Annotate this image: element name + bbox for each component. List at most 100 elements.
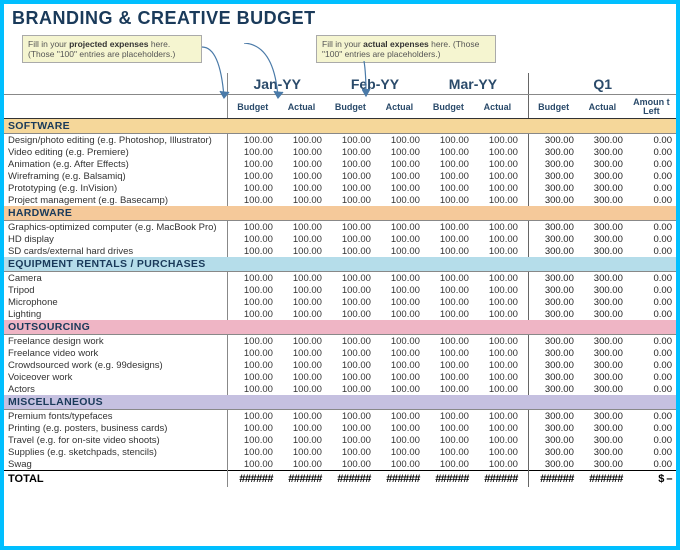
cell-budget[interactable]: 100.00 bbox=[326, 335, 375, 348]
cell-budget[interactable]: 100.00 bbox=[228, 422, 277, 434]
cell-budget[interactable]: 100.00 bbox=[326, 308, 375, 320]
cell-budget[interactable]: 100.00 bbox=[424, 158, 473, 170]
cell-budget[interactable]: 100.00 bbox=[326, 284, 375, 296]
cell-budget[interactable]: 100.00 bbox=[326, 434, 375, 446]
cell-budget[interactable]: 100.00 bbox=[228, 296, 277, 308]
cell-budget[interactable]: 100.00 bbox=[424, 434, 473, 446]
cell-budget[interactable]: 100.00 bbox=[424, 347, 473, 359]
cell-actual[interactable]: 100.00 bbox=[473, 458, 522, 471]
cell-actual[interactable]: 100.00 bbox=[277, 422, 326, 434]
cell-actual[interactable]: 100.00 bbox=[277, 347, 326, 359]
cell-actual[interactable]: 100.00 bbox=[375, 422, 424, 434]
cell-actual[interactable]: 100.00 bbox=[375, 359, 424, 371]
cell-actual[interactable]: 100.00 bbox=[375, 371, 424, 383]
cell-actual[interactable]: 100.00 bbox=[473, 245, 522, 257]
cell-actual[interactable]: 100.00 bbox=[277, 359, 326, 371]
cell-budget[interactable]: 100.00 bbox=[228, 170, 277, 182]
cell-budget[interactable]: 100.00 bbox=[326, 446, 375, 458]
cell-actual[interactable]: 100.00 bbox=[375, 296, 424, 308]
cell-actual[interactable]: 100.00 bbox=[473, 371, 522, 383]
cell-actual[interactable]: 100.00 bbox=[473, 284, 522, 296]
cell-actual[interactable]: 100.00 bbox=[277, 296, 326, 308]
cell-budget[interactable]: 100.00 bbox=[228, 272, 277, 285]
cell-budget[interactable]: 100.00 bbox=[228, 194, 277, 206]
cell-actual[interactable]: 100.00 bbox=[375, 182, 424, 194]
cell-actual[interactable]: 100.00 bbox=[375, 134, 424, 147]
cell-budget[interactable]: 100.00 bbox=[424, 146, 473, 158]
cell-budget[interactable]: 100.00 bbox=[228, 359, 277, 371]
cell-budget[interactable]: 100.00 bbox=[326, 296, 375, 308]
cell-budget[interactable]: 100.00 bbox=[424, 308, 473, 320]
cell-actual[interactable]: 100.00 bbox=[375, 383, 424, 395]
cell-budget[interactable]: 100.00 bbox=[228, 245, 277, 257]
cell-actual[interactable]: 100.00 bbox=[277, 335, 326, 348]
cell-budget[interactable]: 100.00 bbox=[326, 170, 375, 182]
cell-budget[interactable]: 100.00 bbox=[228, 182, 277, 194]
cell-actual[interactable]: 100.00 bbox=[375, 272, 424, 285]
cell-actual[interactable]: 100.00 bbox=[375, 446, 424, 458]
cell-actual[interactable]: 100.00 bbox=[375, 410, 424, 423]
cell-actual[interactable]: 100.00 bbox=[473, 359, 522, 371]
cell-actual[interactable]: 100.00 bbox=[375, 194, 424, 206]
cell-actual[interactable]: 100.00 bbox=[277, 146, 326, 158]
cell-actual[interactable]: 100.00 bbox=[277, 383, 326, 395]
cell-budget[interactable]: 100.00 bbox=[228, 158, 277, 170]
cell-actual[interactable]: 100.00 bbox=[375, 233, 424, 245]
cell-actual[interactable]: 100.00 bbox=[277, 170, 326, 182]
cell-actual[interactable]: 100.00 bbox=[277, 371, 326, 383]
cell-budget[interactable]: 100.00 bbox=[326, 194, 375, 206]
cell-budget[interactable]: 100.00 bbox=[424, 383, 473, 395]
cell-actual[interactable]: 100.00 bbox=[277, 233, 326, 245]
cell-actual[interactable]: 100.00 bbox=[375, 308, 424, 320]
cell-budget[interactable]: 100.00 bbox=[424, 194, 473, 206]
cell-budget[interactable]: 100.00 bbox=[424, 446, 473, 458]
cell-actual[interactable]: 100.00 bbox=[473, 194, 522, 206]
cell-actual[interactable]: 100.00 bbox=[473, 383, 522, 395]
cell-actual[interactable]: 100.00 bbox=[375, 458, 424, 471]
cell-actual[interactable]: 100.00 bbox=[473, 335, 522, 348]
cell-budget[interactable]: 100.00 bbox=[424, 221, 473, 234]
cell-actual[interactable]: 100.00 bbox=[375, 158, 424, 170]
cell-budget[interactable]: 100.00 bbox=[424, 134, 473, 147]
cell-budget[interactable]: 100.00 bbox=[228, 308, 277, 320]
cell-budget[interactable]: 100.00 bbox=[326, 146, 375, 158]
cell-actual[interactable]: 100.00 bbox=[473, 182, 522, 194]
cell-actual[interactable]: 100.00 bbox=[277, 245, 326, 257]
cell-budget[interactable]: 100.00 bbox=[326, 359, 375, 371]
cell-budget[interactable]: 100.00 bbox=[228, 335, 277, 348]
cell-budget[interactable]: 100.00 bbox=[228, 221, 277, 234]
cell-budget[interactable]: 100.00 bbox=[326, 182, 375, 194]
cell-actual[interactable]: 100.00 bbox=[473, 170, 522, 182]
cell-actual[interactable]: 100.00 bbox=[277, 284, 326, 296]
cell-actual[interactable]: 100.00 bbox=[375, 170, 424, 182]
cell-budget[interactable]: 100.00 bbox=[424, 335, 473, 348]
cell-budget[interactable]: 100.00 bbox=[228, 146, 277, 158]
cell-budget[interactable]: 100.00 bbox=[424, 359, 473, 371]
cell-actual[interactable]: 100.00 bbox=[277, 410, 326, 423]
cell-budget[interactable]: 100.00 bbox=[326, 221, 375, 234]
cell-actual[interactable]: 100.00 bbox=[277, 182, 326, 194]
cell-budget[interactable]: 100.00 bbox=[424, 182, 473, 194]
cell-actual[interactable]: 100.00 bbox=[473, 308, 522, 320]
cell-budget[interactable]: 100.00 bbox=[228, 383, 277, 395]
cell-budget[interactable]: 100.00 bbox=[424, 458, 473, 471]
cell-budget[interactable]: 100.00 bbox=[326, 371, 375, 383]
cell-actual[interactable]: 100.00 bbox=[375, 335, 424, 348]
cell-actual[interactable]: 100.00 bbox=[277, 308, 326, 320]
cell-actual[interactable]: 100.00 bbox=[473, 272, 522, 285]
cell-actual[interactable]: 100.00 bbox=[473, 158, 522, 170]
cell-actual[interactable]: 100.00 bbox=[375, 245, 424, 257]
cell-budget[interactable]: 100.00 bbox=[424, 284, 473, 296]
cell-actual[interactable]: 100.00 bbox=[473, 233, 522, 245]
cell-actual[interactable]: 100.00 bbox=[277, 134, 326, 147]
cell-actual[interactable]: 100.00 bbox=[473, 146, 522, 158]
cell-budget[interactable]: 100.00 bbox=[424, 371, 473, 383]
cell-actual[interactable]: 100.00 bbox=[277, 194, 326, 206]
cell-budget[interactable]: 100.00 bbox=[424, 245, 473, 257]
cell-budget[interactable]: 100.00 bbox=[424, 233, 473, 245]
cell-actual[interactable]: 100.00 bbox=[473, 296, 522, 308]
cell-budget[interactable]: 100.00 bbox=[228, 134, 277, 147]
cell-budget[interactable]: 100.00 bbox=[228, 284, 277, 296]
cell-budget[interactable]: 100.00 bbox=[228, 347, 277, 359]
cell-actual[interactable]: 100.00 bbox=[375, 146, 424, 158]
